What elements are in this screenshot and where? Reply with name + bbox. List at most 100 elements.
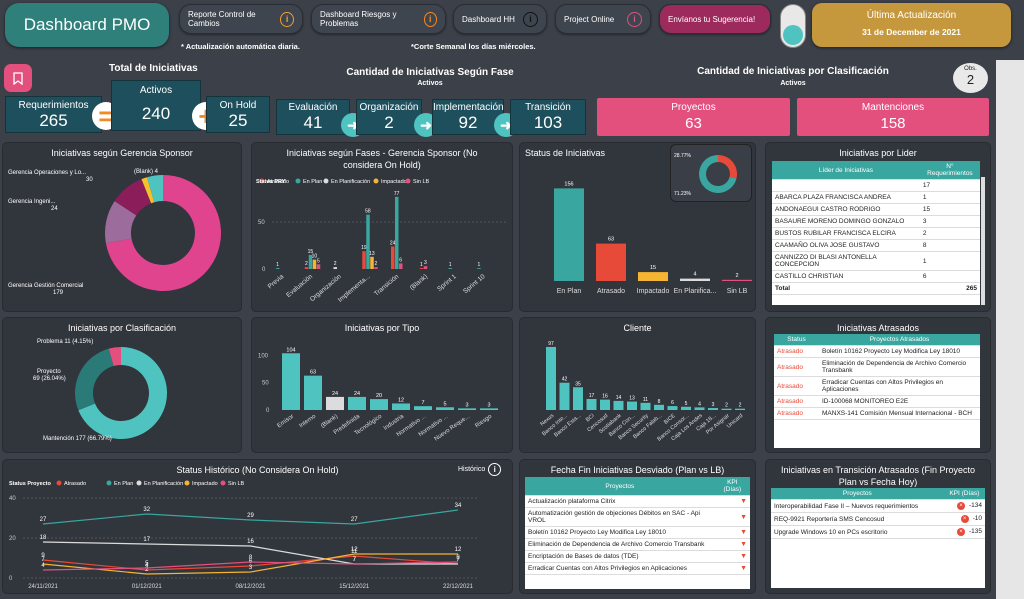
project-online-button[interactable]: Project Online i bbox=[555, 4, 651, 34]
data-label: 2 bbox=[305, 261, 308, 267]
clasif-sub: Activos bbox=[780, 80, 806, 87]
bar bbox=[546, 346, 556, 410]
x-tick: 24/11/2021 bbox=[28, 584, 58, 590]
table-row[interactable]: Atrasado ID-100068 MONITOREO E2E bbox=[774, 395, 980, 408]
data-label: 27 bbox=[40, 517, 47, 523]
historico-button[interactable]: Histórico i bbox=[458, 463, 502, 476]
table-row[interactable]: Erradicar Cuentas con Altos Privilegios … bbox=[525, 562, 750, 575]
eval-label: Evaluación bbox=[288, 102, 338, 113]
transicion-table: Proyectos KPI (Días) Interoperabilidad Fas… bbox=[771, 488, 985, 588]
data-label: 14 bbox=[616, 395, 622, 401]
toggle-switch[interactable] bbox=[780, 4, 806, 48]
error-icon: × bbox=[960, 515, 969, 523]
atrasados-col2[interactable]: Proyectos Atrasados bbox=[819, 334, 980, 346]
table-row[interactable]: CAAMAÑO OLIVA JOSE GUSTAVO 8 bbox=[772, 239, 980, 252]
table-cell: 6 bbox=[919, 270, 980, 283]
table-row[interactable]: Atrasado Boletín 10162 Proyecto Ley Modif… bbox=[774, 345, 980, 358]
status-mini-donut bbox=[699, 155, 737, 193]
lider-scrollbar[interactable] bbox=[981, 177, 985, 305]
table-row[interactable]: ABARCA PLAZA FRANCISCA ANDREA 1 bbox=[772, 191, 980, 204]
data-label: 12 bbox=[351, 547, 358, 553]
proyectos-box: Proyectos 63 bbox=[597, 98, 790, 136]
table-row[interactable]: Boletín 10162 Proyecto Ley Modifica Ley … bbox=[525, 526, 750, 539]
legend-label: En Plan bbox=[114, 481, 133, 487]
lider-total-label: Total bbox=[772, 282, 920, 295]
legend-dot bbox=[184, 480, 190, 486]
table-row[interactable]: ANDONAEGUI CASTRO RODRIGO 15 bbox=[772, 203, 980, 216]
table-row[interactable]: Atrasado Erradicar Cuentas con Altos Priv… bbox=[774, 376, 980, 396]
table-cell: Atrasado bbox=[774, 407, 819, 420]
data-label: 58 bbox=[365, 209, 371, 215]
table-row[interactable]: CASTILLO CHRISTIAN 6 bbox=[772, 270, 980, 283]
control-cambios-button[interactable]: Reporte Control de Cambios i bbox=[179, 4, 303, 34]
lider-col2[interactable]: N° Requerimientos bbox=[919, 161, 980, 180]
table-row[interactable]: Eliminación de Dependencia de Archivo Co… bbox=[525, 538, 750, 551]
transicion-col2[interactable]: KPI (Días) bbox=[943, 488, 985, 500]
data-label: 16 bbox=[602, 394, 608, 400]
table-row[interactable]: Upgrade Windows 10 en PCs escritorio × -13… bbox=[771, 525, 985, 539]
fecha-fin-col2[interactable]: KPI (Días) bbox=[714, 477, 750, 496]
bookmark-button[interactable] bbox=[4, 64, 32, 92]
data-label: 17 bbox=[589, 393, 595, 399]
x-tick: Evaluación bbox=[285, 273, 314, 299]
data-label: 7 bbox=[456, 557, 460, 563]
table-row[interactable]: Actualización plataforma Citrix ▼ bbox=[525, 495, 750, 508]
data-label: 6 bbox=[671, 400, 674, 406]
bar bbox=[477, 268, 481, 269]
transicion-col1[interactable]: Proyectos bbox=[771, 488, 944, 500]
data-label: 1 bbox=[276, 262, 279, 268]
y-tick: 100 bbox=[258, 353, 269, 359]
dashboard-hh-button[interactable]: Dashboard HH i bbox=[453, 4, 547, 34]
bar bbox=[276, 268, 280, 269]
table-row[interactable]: Automatización gestión de objeciones Déb… bbox=[525, 507, 750, 527]
table-cell: 17 bbox=[919, 179, 980, 192]
bar bbox=[613, 400, 624, 410]
obs-badge[interactable]: Obs. 2 bbox=[953, 63, 988, 93]
data-label: 13 bbox=[369, 251, 375, 257]
data-label: 63 bbox=[608, 237, 614, 243]
bar bbox=[627, 401, 637, 410]
data-label: 1 bbox=[449, 262, 452, 268]
data-label: 8 bbox=[249, 555, 253, 561]
bookmark-icon bbox=[13, 71, 23, 85]
table-row[interactable]: 17 bbox=[772, 179, 980, 192]
data-label: 11 bbox=[643, 397, 648, 403]
info-icon: i bbox=[523, 11, 538, 27]
clasificacion-donut-chart bbox=[75, 347, 167, 439]
table-row[interactable]: BASAURE MORENO DOMINGO GONZALO 3 bbox=[772, 215, 980, 228]
sugerencia-button[interactable]: Envíanos tu Sugerencia! bbox=[659, 4, 771, 34]
table-row[interactable]: Interoperabilidad Fase II – Nuevos reque… bbox=[771, 499, 985, 513]
atrasados-col1[interactable]: Status bbox=[774, 334, 819, 346]
table-cell: BASAURE MORENO DOMINGO GONZALO bbox=[772, 215, 920, 228]
status-pct-2: 71.23% bbox=[674, 191, 691, 197]
info-icon: i bbox=[280, 11, 294, 27]
data-label: 15 bbox=[650, 265, 656, 271]
legend-label: En Planificación bbox=[331, 179, 370, 185]
table-row[interactable]: Encriptación de Bases de datos (TDE) ▼ bbox=[525, 550, 750, 563]
riesgos-label: Dashboard Riesgos y Problemas bbox=[320, 10, 397, 28]
data-label: 63 bbox=[310, 370, 316, 376]
data-label: 24 bbox=[390, 241, 396, 247]
riesgos-button[interactable]: Dashboard Riesgos y Problemas i bbox=[311, 4, 446, 34]
legend-dot bbox=[295, 178, 301, 184]
table-row[interactable]: Atrasado MANXS-141 Comisión Mensual Inter… bbox=[774, 407, 980, 420]
clasif-label-2b: 69 (26.04%) bbox=[33, 376, 66, 382]
historico-title: Status Histórico (No Considera On Hold) bbox=[176, 465, 339, 475]
table-cell: BUSTOS RUBILAR FRANCISCA ELCIRA bbox=[772, 227, 920, 240]
x-tick: Transición bbox=[373, 273, 401, 298]
requerimientos-box: Requerimientos 265 bbox=[5, 96, 102, 133]
table-row[interactable]: REQ-9921 Reportería SMS Cencosud × -10 bbox=[771, 512, 985, 526]
table-row[interactable]: BUSTOS RUBILAR FRANCISCA ELCIRA 2 bbox=[772, 227, 980, 240]
status-card: Status de Iniciativas 156 En Plan 63 Atrasa… bbox=[520, 143, 755, 311]
fecha-fin-col1[interactable]: Proyectos bbox=[525, 477, 715, 496]
table-row[interactable]: CANNIZZO DI BLASI ANTONELLA CONCEPCION 1 bbox=[772, 251, 980, 271]
x-tick: Emisor bbox=[276, 414, 295, 430]
info-icon: i bbox=[627, 11, 642, 27]
table-row[interactable]: Atrasado Eliminación de Dependencia de Ar… bbox=[774, 357, 980, 377]
bar bbox=[370, 256, 374, 269]
lider-col1[interactable]: Líder de Iniciativas bbox=[772, 161, 920, 180]
lider-card: Iniciativas por Lider Líder de Iniciativ… bbox=[766, 143, 990, 311]
table-cell: 2 bbox=[919, 227, 980, 240]
x-tick: Impactado bbox=[637, 288, 670, 295]
data-label: 2 bbox=[725, 403, 728, 409]
